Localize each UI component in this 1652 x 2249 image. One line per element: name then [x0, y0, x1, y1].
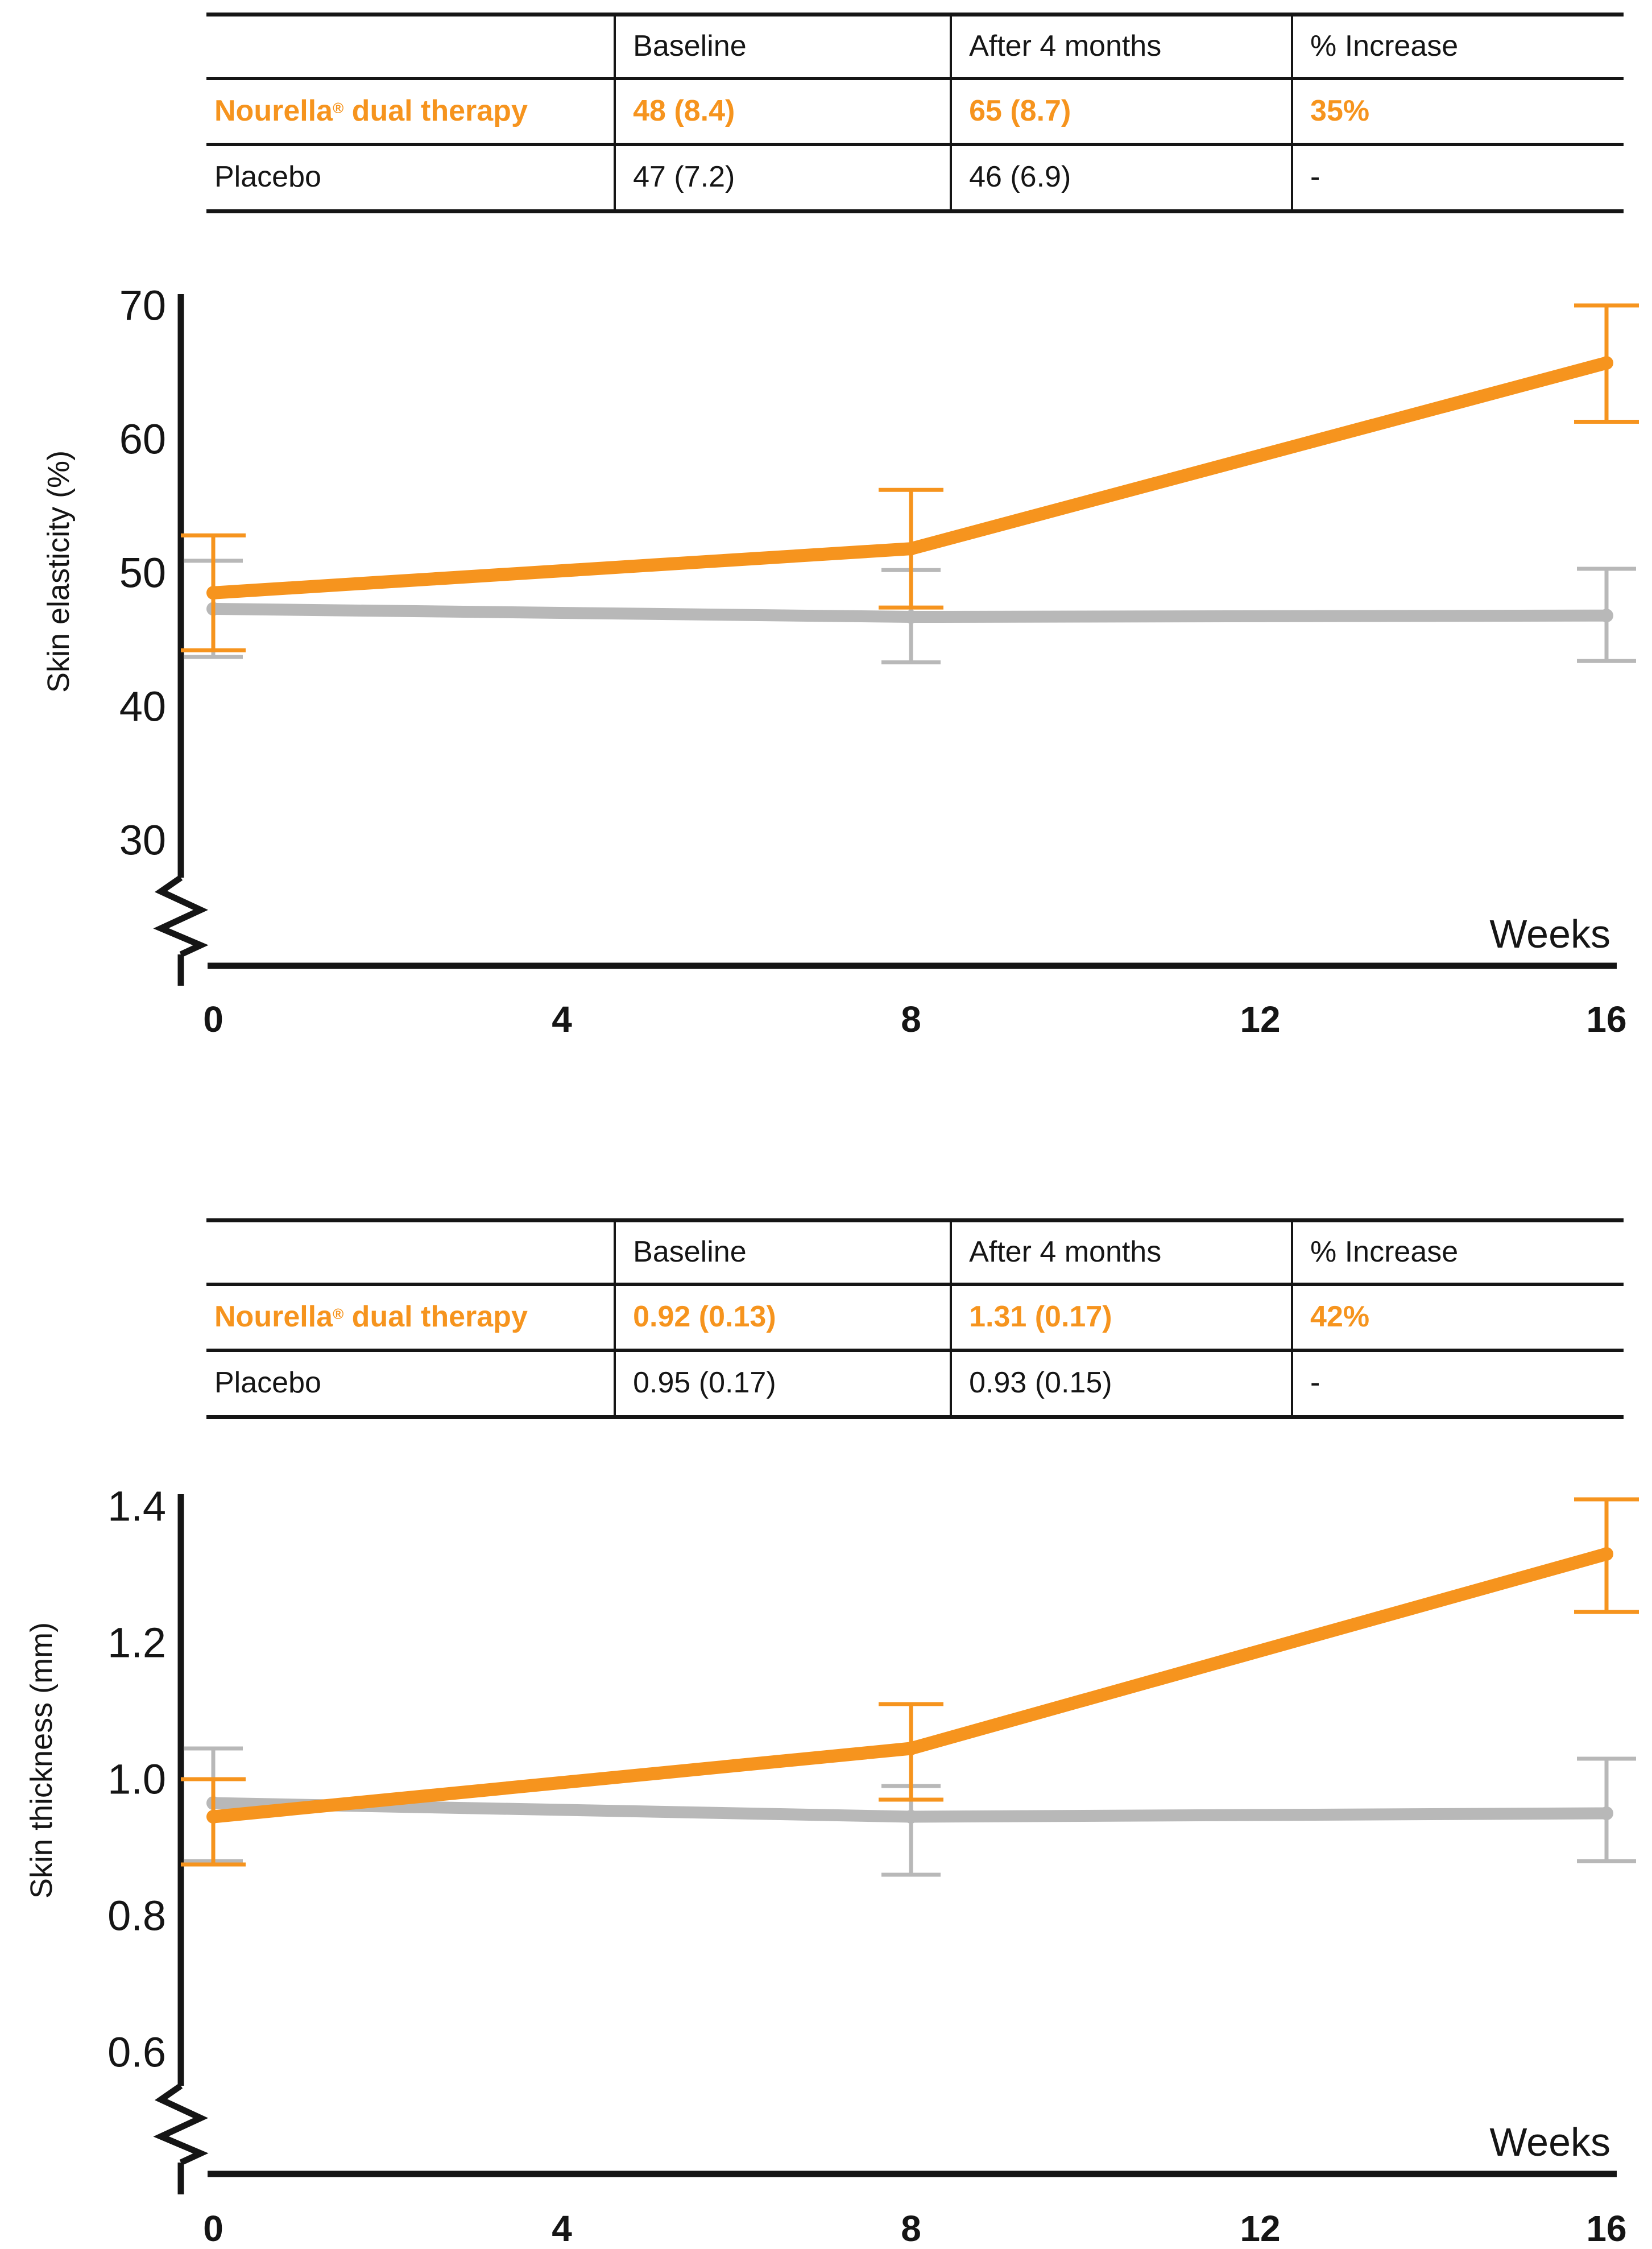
- table-header-after: After 4 months: [950, 1220, 1293, 1284]
- cell-nourella-increase: 35%: [1291, 78, 1624, 144]
- table-header-empty: [206, 1220, 615, 1284]
- table-header-baseline: Baseline: [614, 1220, 951, 1284]
- thickness-results-table: Baseline After 4 months % Increase Noure…: [206, 1218, 1624, 1419]
- y-tick-label: 40: [119, 683, 166, 730]
- registered-mark: ®: [333, 99, 344, 117]
- data-point-accent: [904, 541, 918, 556]
- x-axis-title: Weeks: [1489, 912, 1610, 956]
- x-axis-title: Weeks: [1489, 2120, 1610, 2164]
- y-tick-label: 70: [119, 282, 166, 329]
- row-label-nourella: Nourella® dual therapy: [206, 78, 615, 144]
- data-point-accent: [1600, 356, 1613, 370]
- data-point-gray: [904, 610, 918, 624]
- y-axis-title: Skin elasticity (%): [42, 450, 76, 693]
- data-point-accent: [206, 586, 220, 600]
- y-tick-label: 1.4: [107, 1483, 166, 1530]
- table-header-row: Baseline After 4 months % Increase: [206, 14, 1624, 78]
- brand-name: Nourella: [214, 94, 333, 127]
- skin-elasticity-chart: 70 60 50 40 30 0 4 8 12 16 Skin elasticity (%) Week…: [0, 262, 1652, 1041]
- y-tick-label: 0.6: [107, 2029, 166, 2076]
- y-axis-break-zigzag: [153, 875, 209, 957]
- y-tick-label: 1.0: [107, 1756, 166, 1803]
- data-point-gray: [1600, 609, 1613, 623]
- cell-placebo-after: 0.93 (0.15): [950, 1350, 1293, 1417]
- x-tick-label: 0: [203, 2208, 223, 2249]
- table-row-nourella: Nourella® dual therapy 0.92 (0.13) 1.31 …: [206, 1284, 1624, 1350]
- table-header-increase: % Increase: [1291, 14, 1624, 78]
- cell-nourella-after: 65 (8.7): [950, 78, 1293, 144]
- brand-name: Nourella: [214, 1300, 333, 1333]
- table-header-increase: % Increase: [1291, 1220, 1624, 1284]
- x-tick-label: 8: [901, 999, 921, 1040]
- data-point-accent: [904, 1742, 918, 1755]
- skin-elasticity-plot: 70 60 50 40 30 0 4 8 12 16 Skin elasticity (%) Week…: [42, 282, 1639, 1040]
- row-label-placebo: Placebo: [206, 1350, 615, 1417]
- table-header-after: After 4 months: [950, 14, 1293, 78]
- cell-nourella-baseline: 0.92 (0.13): [614, 1284, 951, 1350]
- table-row-placebo: Placebo 0.95 (0.17) 0.93 (0.15) -: [206, 1350, 1624, 1417]
- data-point-accent: [1600, 1547, 1613, 1561]
- x-tick-label: 8: [901, 2208, 921, 2249]
- cell-placebo-baseline: 47 (7.2): [614, 144, 951, 212]
- brand-name-tail: dual therapy: [343, 1300, 528, 1333]
- table-header-empty: [206, 14, 615, 78]
- row-label-placebo: Placebo: [206, 144, 615, 212]
- table-row-nourella: Nourella® dual therapy 48 (8.4) 65 (8.7)…: [206, 78, 1624, 144]
- x-tick-label: 12: [1240, 999, 1280, 1040]
- cell-nourella-increase: 42%: [1291, 1284, 1624, 1350]
- cell-placebo-increase: -: [1291, 1350, 1624, 1417]
- x-tick-label: 0: [203, 999, 223, 1040]
- y-tick-label: 60: [119, 416, 166, 463]
- y-tick-label: 0.8: [107, 1892, 166, 1940]
- elasticity-results-table: Baseline After 4 months % Increase Noure…: [206, 13, 1624, 213]
- x-tick-label: 12: [1240, 2208, 1280, 2249]
- skin-thickness-plot: 1.4 1.2 1.0 0.8 0.6 0 4 8 12 16 Skin thickness (mm…: [24, 1483, 1639, 2249]
- table-row-placebo: Placebo 47 (7.2) 46 (6.9) -: [206, 144, 1624, 212]
- x-tick-label: 16: [1586, 2208, 1626, 2249]
- y-tick-label: 50: [119, 549, 166, 597]
- skin-thickness-chart: 1.4 1.2 1.0 0.8 0.6 0 4 8 12 16 Skin thickness (mm…: [0, 1456, 1652, 2249]
- row-label-nourella: Nourella® dual therapy: [206, 1284, 615, 1350]
- brand-name-tail: dual therapy: [343, 94, 528, 127]
- x-tick-label: 16: [1586, 999, 1626, 1040]
- x-tick-label: 4: [552, 2208, 572, 2249]
- cell-placebo-increase: -: [1291, 144, 1624, 212]
- data-point-gray: [1600, 1806, 1613, 1820]
- table-header-row: Baseline After 4 months % Increase: [206, 1220, 1624, 1284]
- registered-mark: ®: [333, 1305, 344, 1322]
- y-tick-label: 1.2: [107, 1619, 166, 1667]
- y-axis-break-zigzag: [153, 2083, 209, 2165]
- data-point-gray: [904, 1810, 918, 1824]
- y-axis-title: Skin thickness (mm): [24, 1622, 59, 1899]
- table-header-baseline: Baseline: [614, 14, 951, 78]
- x-tick-label: 4: [552, 999, 572, 1040]
- cell-nourella-after: 1.31 (0.17): [950, 1284, 1293, 1350]
- cell-nourella-baseline: 48 (8.4): [614, 78, 951, 144]
- y-tick-label: 30: [119, 817, 166, 864]
- data-point-accent: [206, 1810, 220, 1824]
- cell-placebo-after: 46 (6.9): [950, 144, 1293, 212]
- cell-placebo-baseline: 0.95 (0.17): [614, 1350, 951, 1417]
